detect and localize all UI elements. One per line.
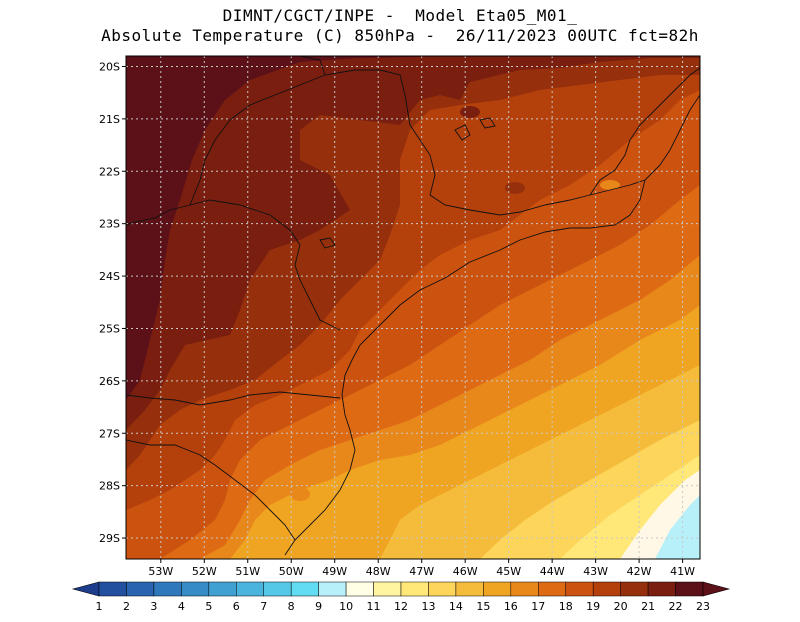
- colorbar-swatch: [373, 581, 402, 597]
- colorbar-arrow-right: [702, 581, 731, 597]
- colorbar-label: 4: [178, 600, 185, 613]
- coastline-borders: [126, 56, 700, 556]
- colorbar-label: 19: [586, 600, 600, 613]
- state-border-2: [126, 439, 296, 541]
- lon-label: 41W: [670, 565, 695, 578]
- colorbar-swatch: [483, 581, 512, 597]
- lon-label: 49W: [322, 565, 347, 578]
- colorbar-swatch: [400, 581, 429, 597]
- colorbar-label: 7: [260, 600, 267, 613]
- colorbar-swatch: [208, 581, 237, 597]
- colorbar-label: 15: [476, 600, 490, 613]
- colorbar-label: 16: [504, 600, 518, 613]
- colorbar-swatch: [263, 581, 292, 597]
- patch-warm-1: [505, 182, 525, 194]
- lon-label: 46W: [453, 565, 478, 578]
- colorbar-swatch: [675, 581, 704, 597]
- lon-label: 53W: [148, 565, 173, 578]
- state-border-1: [126, 391, 341, 406]
- colorbar-swatch: [345, 581, 374, 597]
- lon-label: 44W: [540, 565, 565, 578]
- colorbar-label: 2: [123, 600, 130, 613]
- colorbar-swatch: [565, 581, 594, 597]
- temperature-field: [126, 56, 700, 559]
- lat-label: 25S: [99, 322, 120, 335]
- state-border-3: [126, 199, 341, 331]
- colorbar: 1 2 3 4 5 6 7 8 9 10 11 12 13 14 15 16 17 18 19 20 21 22 23: [71, 581, 731, 613]
- colorbar-swatch: [510, 581, 539, 597]
- state-border-5: [589, 67, 700, 196]
- patch-warm-3: [600, 180, 620, 190]
- colorbar-arrow-left: [71, 581, 100, 597]
- colorbar-label: 9: [315, 600, 322, 613]
- lon-label: 48W: [366, 565, 391, 578]
- colorbar-swatch: [428, 581, 457, 597]
- colorbar-label: 21: [641, 600, 655, 613]
- reservoir-2: [479, 117, 496, 129]
- colorbar-label: 14: [449, 600, 463, 613]
- colorbar-swatch: [318, 581, 347, 597]
- colorbar-label: 1: [96, 600, 103, 613]
- lat-label: 23S: [99, 218, 120, 231]
- lat-label: 28S: [99, 480, 120, 493]
- lon-label: 51W: [235, 565, 260, 578]
- colorbar-swatch: [290, 581, 319, 597]
- lat-label: 27S: [99, 427, 120, 440]
- colorbar-label: 20: [614, 600, 628, 613]
- patch-warm-2: [460, 106, 480, 118]
- lon-label: 50W: [279, 565, 304, 578]
- coastline: [284, 199, 641, 556]
- map-gridlines: [126, 56, 700, 559]
- lat-label: 26S: [99, 375, 120, 388]
- patch-cool: [290, 487, 310, 501]
- reservoir-1: [454, 124, 471, 141]
- plot-frame: [125, 55, 701, 560]
- band-t10: [655, 495, 700, 559]
- lat-label: 22S: [99, 165, 120, 178]
- colorbar-label: 17: [531, 600, 545, 613]
- colorbar-label: 22: [669, 600, 683, 613]
- longitude-axis: 53W 52W 51W 50W 49W 48W 47W 46W 45W 44W 43W 42W 41W: [148, 559, 695, 578]
- map-title-line1: DIMNT/CGCT/INPE - Model Eta05_M01_: [222, 6, 578, 25]
- lat-label: 20S: [99, 60, 120, 73]
- lat-label: 21S: [99, 113, 120, 126]
- lat-label: 24S: [99, 270, 120, 283]
- colorbar-swatch: [181, 581, 210, 597]
- colorbar-swatch: [126, 581, 155, 597]
- lon-label: 42W: [627, 565, 652, 578]
- colorbar-label: 23: [696, 600, 710, 613]
- lon-label: 43W: [583, 565, 608, 578]
- colorbar-swatch: [98, 581, 127, 597]
- colorbar-label: 10: [339, 600, 353, 613]
- lon-label: 52W: [192, 565, 217, 578]
- state-border-4: [189, 69, 646, 216]
- colorbar-swatch: [647, 581, 676, 597]
- latitude-axis: 20S 21S 22S 23S 24S 25S 26S 27S 28S 29S: [99, 60, 126, 545]
- colorbar-label: 5: [205, 600, 212, 613]
- colorbar-label: 6: [233, 600, 240, 613]
- colorbar-swatch: [153, 581, 182, 597]
- colorbar-swatch: [620, 581, 649, 597]
- lat-label: 29S: [99, 532, 120, 545]
- lon-label: 47W: [409, 565, 434, 578]
- colorbar-swatch: [592, 581, 621, 597]
- colorbar-swatch: [538, 581, 566, 597]
- colorbar-label: 12: [394, 600, 408, 613]
- colorbar-label: 8: [288, 600, 295, 613]
- lon-label: 45W: [496, 565, 521, 578]
- colorbar-swatch: [455, 581, 484, 597]
- state-border-6: [299, 56, 326, 76]
- colorbar-swatch: [236, 581, 264, 597]
- reservoir-3: [319, 237, 336, 249]
- map-title-line2: Absolute Temperature (C) 850hPa - 26/11/…: [101, 26, 699, 45]
- colorbar-label: 3: [150, 600, 157, 613]
- colorbar-label: 13: [421, 600, 435, 613]
- colorbar-label: 11: [367, 600, 381, 613]
- colorbar-label: 18: [559, 600, 573, 613]
